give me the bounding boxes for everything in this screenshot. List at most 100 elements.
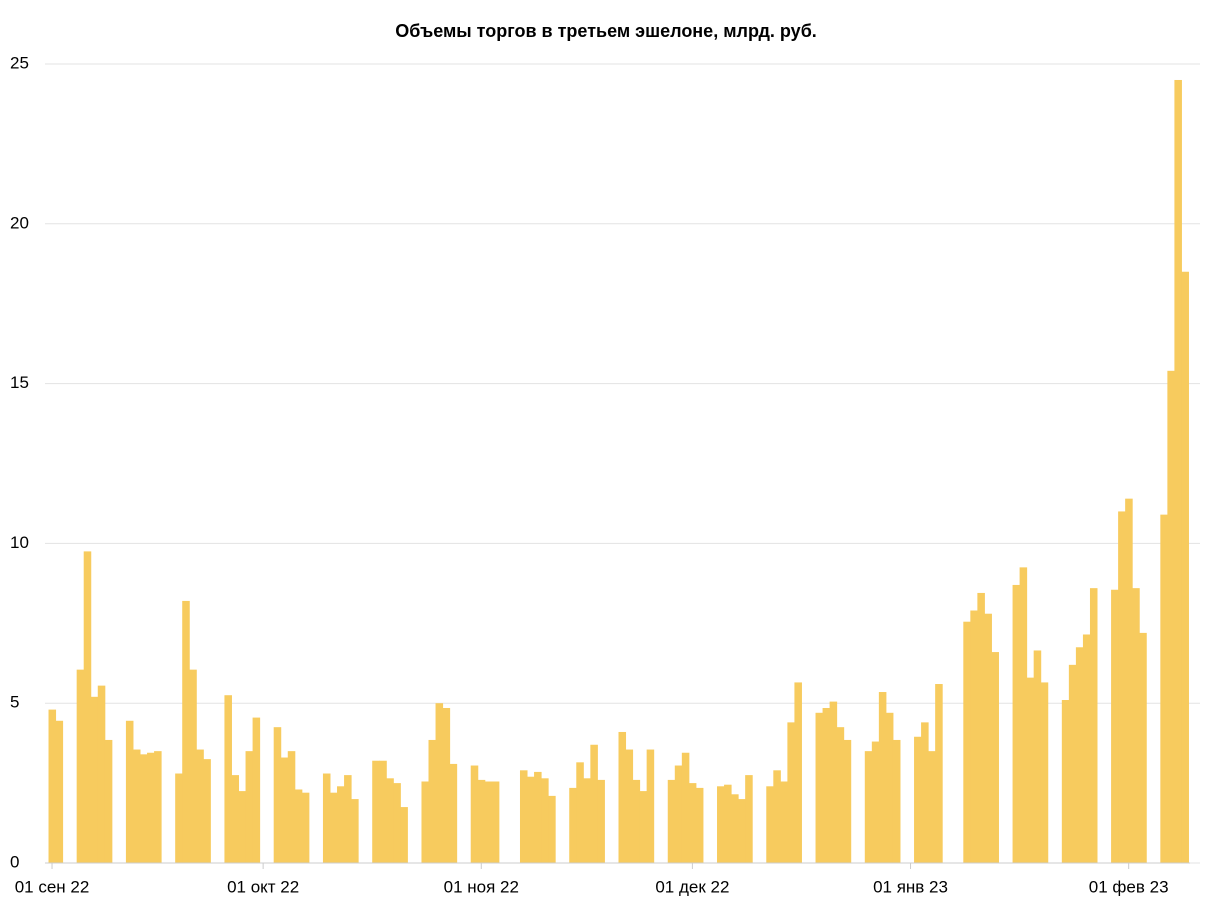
bar xyxy=(914,736,922,863)
bar xyxy=(1026,677,1035,863)
bar xyxy=(421,781,430,863)
bar xyxy=(294,789,303,863)
bar xyxy=(449,763,458,863)
bar xyxy=(238,791,247,863)
bar xyxy=(329,792,338,863)
bar xyxy=(231,775,240,863)
y-tick-label: 5 xyxy=(10,693,19,712)
x-tick-label: 01 дек 22 xyxy=(655,877,729,896)
bar xyxy=(442,707,451,863)
y-tick-label: 25 xyxy=(10,53,29,72)
bar xyxy=(724,784,732,863)
bar xyxy=(569,787,577,863)
bar xyxy=(843,739,852,863)
bar xyxy=(301,792,310,863)
bar xyxy=(1181,271,1189,863)
bar xyxy=(280,757,289,863)
bar xyxy=(984,613,992,863)
bar xyxy=(717,786,725,863)
bar xyxy=(878,692,887,863)
bar xyxy=(836,727,845,863)
bar xyxy=(491,781,500,863)
x-tick-label: 01 янв 23 xyxy=(873,877,948,896)
bar xyxy=(576,762,584,863)
bar xyxy=(822,707,831,863)
bar xyxy=(1089,588,1098,863)
bar xyxy=(1061,700,1070,863)
bar xyxy=(428,739,437,863)
y-tick-label: 0 xyxy=(10,852,19,871)
bar xyxy=(815,712,824,863)
bar xyxy=(48,709,57,863)
bar xyxy=(625,749,634,863)
bar xyxy=(921,722,929,863)
bar xyxy=(773,770,781,863)
bar xyxy=(829,701,838,863)
bar xyxy=(1012,584,1021,863)
bar xyxy=(139,754,148,863)
bar xyxy=(1174,79,1182,864)
y-tick-label: 10 xyxy=(10,533,29,552)
bar xyxy=(681,752,690,863)
bar xyxy=(147,752,155,863)
x-tick-label: 01 сен 22 xyxy=(15,877,90,896)
bar xyxy=(1125,498,1133,863)
x-tick-label: 01 окт 22 xyxy=(227,877,299,896)
bar xyxy=(1019,567,1028,863)
bar xyxy=(597,779,605,863)
bar xyxy=(337,786,345,863)
bar xyxy=(667,779,676,863)
bar xyxy=(189,669,197,863)
bar xyxy=(470,765,479,863)
bar xyxy=(55,720,64,863)
bar xyxy=(618,731,627,863)
bar xyxy=(935,684,943,863)
bar xyxy=(175,773,183,863)
bar xyxy=(104,739,113,863)
bar xyxy=(1068,664,1077,863)
bar xyxy=(1075,647,1084,863)
bar xyxy=(977,592,985,863)
bar xyxy=(386,778,394,863)
bar xyxy=(794,682,802,863)
bar xyxy=(351,799,359,863)
bar xyxy=(1040,682,1049,863)
bar xyxy=(780,781,788,863)
bar xyxy=(1167,370,1175,863)
bar xyxy=(224,695,232,863)
bar xyxy=(273,727,282,863)
bar xyxy=(970,610,978,863)
bar xyxy=(287,751,296,863)
bar xyxy=(372,760,380,863)
bar xyxy=(871,741,880,863)
bar xyxy=(928,751,936,863)
bar xyxy=(1132,588,1140,863)
bar xyxy=(435,703,444,863)
bar xyxy=(245,751,254,863)
y-tick-label: 20 xyxy=(10,213,29,232)
bar xyxy=(477,779,486,863)
bar xyxy=(76,669,85,863)
bar xyxy=(154,751,162,863)
bar xyxy=(632,779,641,863)
bar xyxy=(892,739,901,863)
bar xyxy=(322,773,331,863)
bar xyxy=(527,776,535,863)
bar xyxy=(787,722,795,863)
bar xyxy=(674,765,683,863)
bar xyxy=(1139,632,1147,863)
bar xyxy=(688,783,697,863)
bar xyxy=(132,749,141,863)
bar xyxy=(252,717,261,863)
bar xyxy=(864,751,873,863)
bar xyxy=(1118,511,1126,863)
bar xyxy=(534,771,542,863)
bar xyxy=(766,786,774,863)
bar xyxy=(125,720,134,863)
bar xyxy=(583,778,591,863)
bar xyxy=(344,775,352,863)
x-tick-label: 01 ноя 22 xyxy=(444,877,519,896)
bar xyxy=(590,744,598,863)
x-tick-label: 01 фев 23 xyxy=(1089,877,1169,896)
bar xyxy=(1160,514,1168,863)
